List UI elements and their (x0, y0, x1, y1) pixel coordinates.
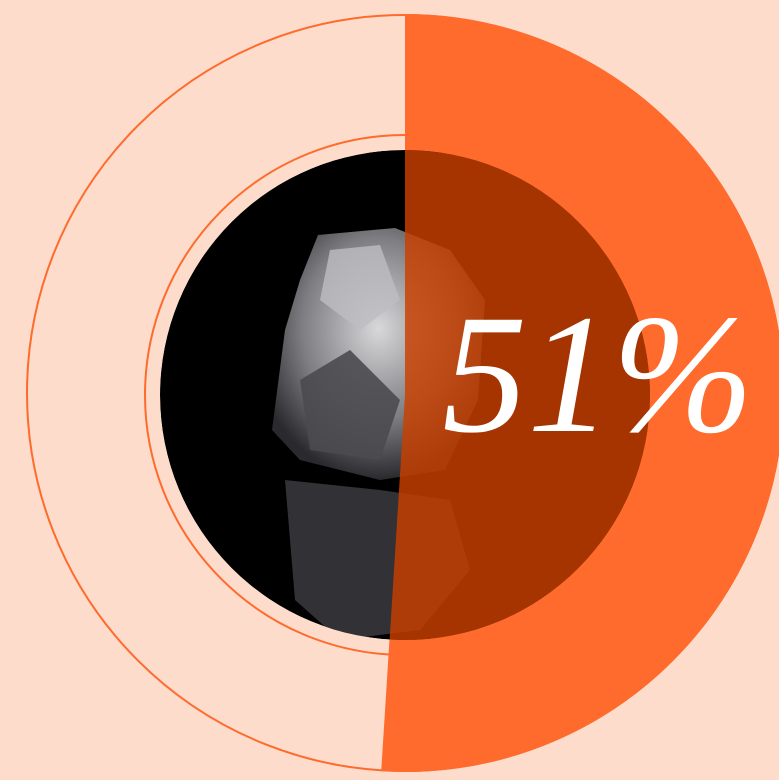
value-wedge-inner (389, 150, 651, 640)
rock-facet (300, 350, 400, 460)
inner-ring (144, 134, 666, 656)
overlay-layer (389, 150, 651, 640)
rock-facet (320, 245, 400, 330)
percent-label: 51% (442, 280, 754, 468)
